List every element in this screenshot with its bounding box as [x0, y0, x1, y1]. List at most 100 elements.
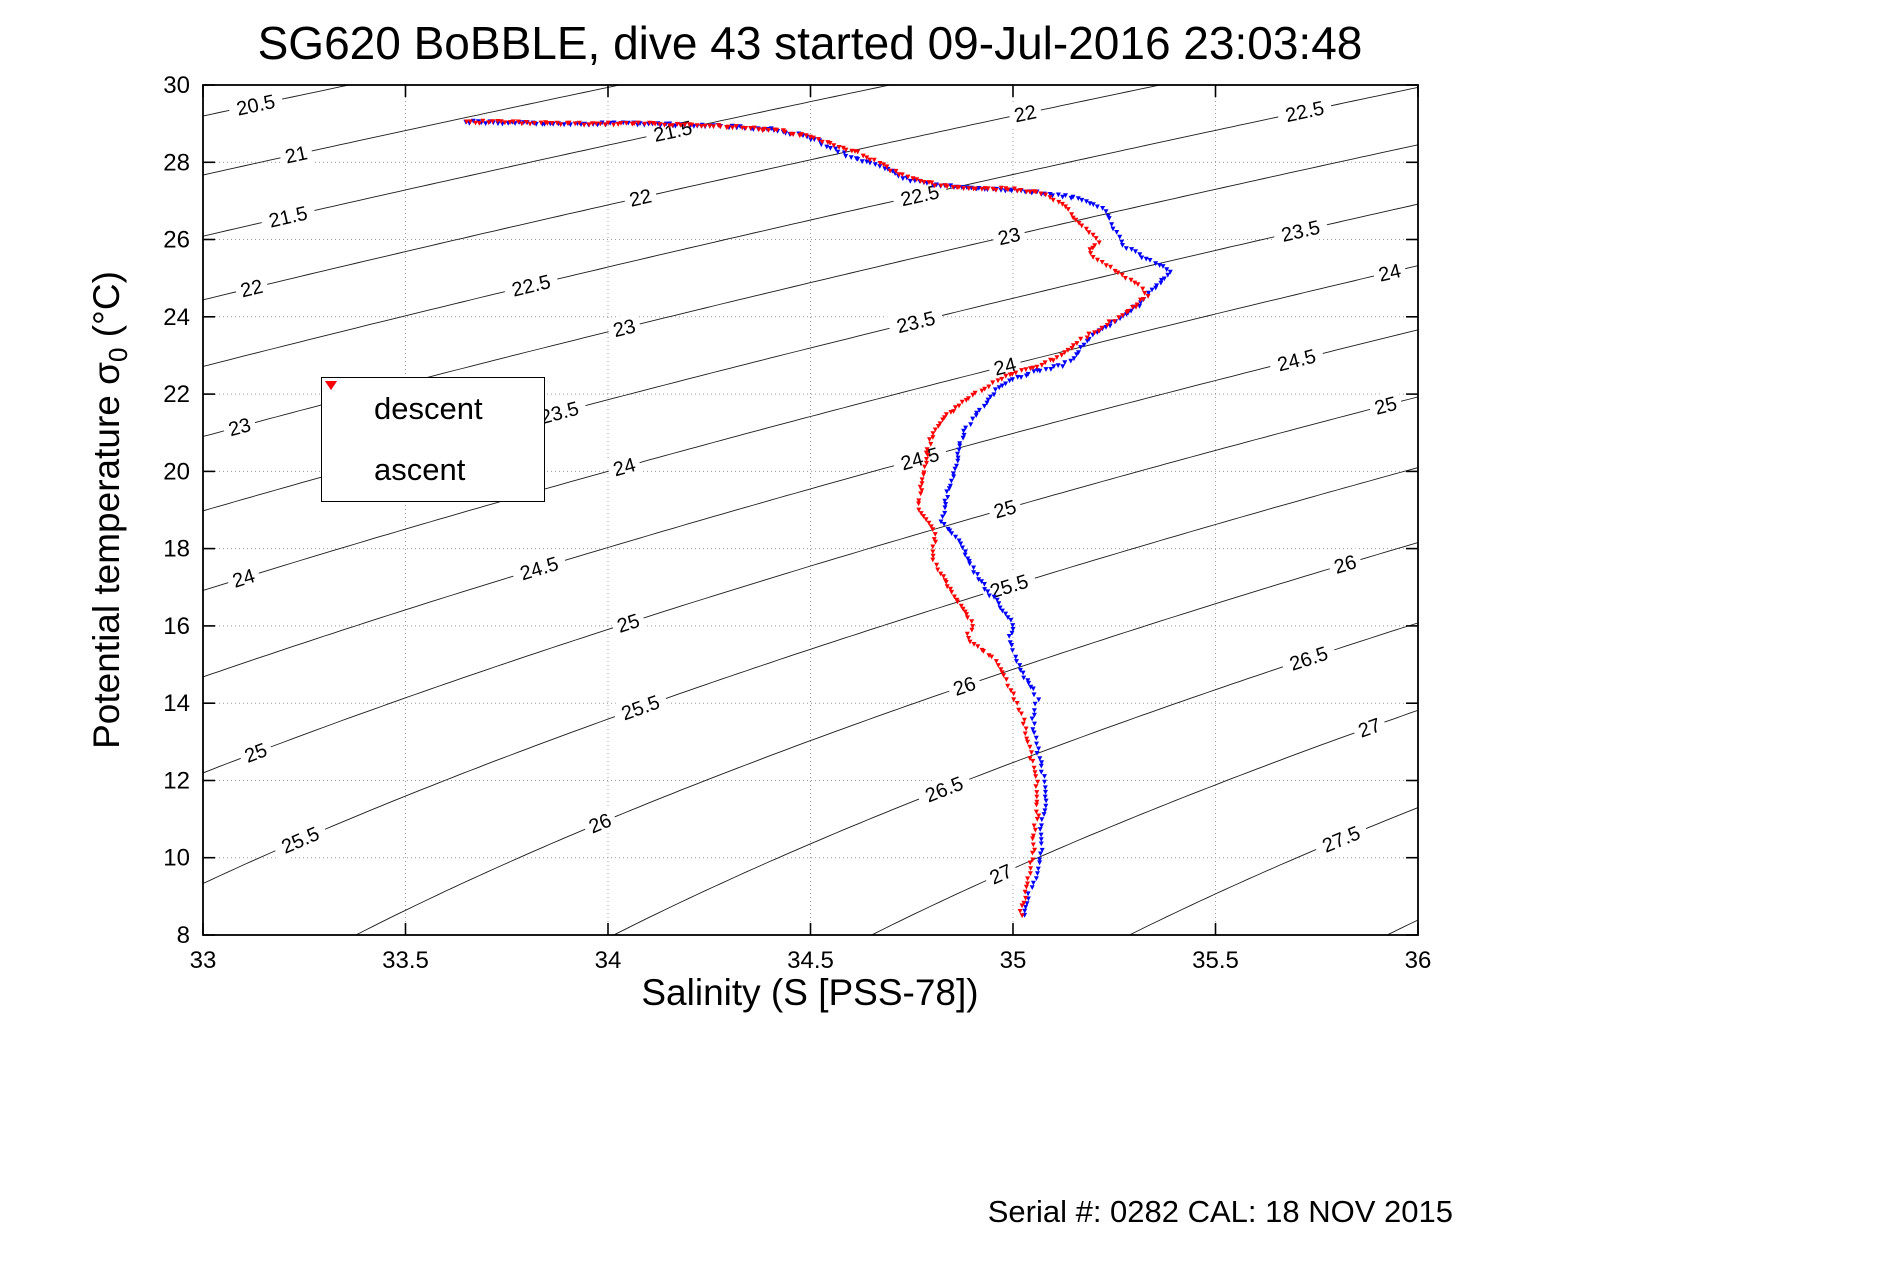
contour-label: 22.5 [890, 177, 949, 213]
isopycnal-contour [1386, 919, 1418, 935]
legend: descent ascent [321, 377, 545, 502]
contour-label: 27 [981, 856, 1021, 892]
y-tick-label: 16 [163, 613, 190, 640]
svg-text:23.5: 23.5 [895, 308, 938, 339]
contour-label: 21.5 [643, 113, 702, 149]
contour-label: 27 [1350, 710, 1389, 745]
plot-frame [202, 84, 1419, 936]
isopycnal-contour [203, 396, 1418, 774]
svg-text:25.5: 25.5 [619, 692, 663, 726]
contour-label: 23 [220, 410, 259, 443]
series-ascent-points [464, 118, 1151, 919]
contour-label: 25 [986, 492, 1024, 525]
contour-label: 24 [1371, 257, 1408, 288]
isopycnal-contour [870, 709, 1418, 935]
y-tick-label: 12 [163, 768, 190, 795]
contour-label: 21.5 [259, 198, 318, 235]
x-tick-label: 35 [1000, 947, 1027, 974]
svg-text:24.5: 24.5 [518, 553, 562, 585]
x-tick-label: 33.5 [382, 947, 429, 974]
y-tick-label: 14 [163, 690, 190, 717]
serial-cal-annotation: Serial #: 0282 CAL: 18 NOV 2015 [987, 1194, 1453, 1229]
y-axis-label-units: (°C) [85, 271, 127, 348]
y-tick-label: 22 [163, 381, 190, 408]
x-tick-label: 35.5 [1192, 947, 1239, 974]
contour-label: 25.5 [979, 566, 1039, 606]
contour-label: 25.5 [270, 818, 330, 862]
svg-text:22.5: 22.5 [510, 271, 553, 301]
y-tick-label: 10 [163, 845, 190, 872]
svg-text:24.5: 24.5 [1275, 346, 1318, 377]
svg-text:26.5: 26.5 [922, 773, 966, 808]
contour-label: 27.5 [1311, 817, 1371, 861]
legend-entry-descent: descent [322, 378, 544, 440]
svg-text:25.5: 25.5 [278, 823, 322, 859]
contour-label: 25 [1367, 389, 1405, 421]
contour-label: 22 [233, 272, 270, 304]
contour-label: 22 [1007, 98, 1044, 129]
svg-text:23: 23 [996, 224, 1023, 250]
y-tick-label: 30 [163, 72, 190, 99]
y-axis-label-text: Potential temperature σ [85, 362, 127, 749]
isopycnal-contour [203, 329, 1418, 678]
svg-text:24.5: 24.5 [898, 444, 941, 475]
svg-text:21.5: 21.5 [267, 203, 310, 233]
legend-label-ascent: ascent [374, 452, 466, 488]
y-axis-label-subscript: 0 [103, 347, 134, 363]
x-axis-label: Salinity (S [PSS-78]) [641, 972, 979, 1013]
y-tick-label: 26 [163, 227, 190, 254]
svg-text:26.5: 26.5 [1287, 643, 1331, 676]
svg-text:23: 23 [611, 315, 638, 342]
contour-label: 24.5 [1267, 341, 1326, 379]
contour-label: 23.5 [886, 303, 945, 340]
svg-text:23.5: 23.5 [1279, 217, 1322, 247]
contour-label: 25.5 [610, 687, 670, 728]
y-tick-label: 18 [163, 536, 190, 563]
isopycnal-contour [203, 85, 1162, 301]
x-tick-label: 36 [1405, 947, 1432, 974]
isopycnal-contour [354, 542, 1418, 935]
svg-text:22: 22 [238, 276, 265, 303]
contour-label: 23 [605, 312, 643, 344]
contour-label: 24.5 [509, 548, 569, 588]
x-tick-label: 34 [595, 947, 622, 974]
contour-label: 22.5 [1275, 93, 1334, 129]
y-tick-label: 20 [163, 458, 190, 485]
plot-area: 2122222223232324242424252525252626262727… [203, 85, 1418, 935]
legend-entry-ascent: ascent [322, 381, 544, 502]
contour-label: 26.5 [914, 768, 974, 811]
x-tick-label: 34.5 [787, 947, 834, 974]
x-tick-label: 33 [190, 947, 217, 974]
isopycnal-contour [203, 86, 1418, 367]
svg-text:20.5: 20.5 [235, 91, 278, 121]
contour-label: 22.5 [502, 267, 561, 304]
contour-label: 23 [990, 220, 1028, 252]
contour-label: 22 [622, 182, 659, 213]
svg-text:22: 22 [627, 185, 654, 211]
svg-text:22.5: 22.5 [1283, 97, 1326, 127]
svg-text:24: 24 [1376, 260, 1403, 286]
contour-label: 24 [224, 561, 263, 595]
legend-label-descent: descent [374, 390, 483, 426]
isopycnal-contour [203, 467, 1418, 884]
svg-text:25: 25 [1372, 393, 1399, 420]
contour-label: 23.5 [1271, 213, 1330, 249]
y-tick-label: 8 [177, 922, 190, 949]
contour-label: 26 [1326, 548, 1364, 581]
ascent-marker-icon [325, 381, 337, 390]
contour-label: 24 [605, 450, 643, 483]
contour-label: 21 [277, 139, 315, 170]
svg-text:27.5: 27.5 [1319, 822, 1363, 857]
contour-label: 26 [580, 805, 620, 841]
contour-label: 25 [236, 735, 275, 770]
contour-label: 25 [609, 606, 648, 640]
series-descent-points [463, 118, 1173, 918]
y-tick-label: 24 [163, 304, 190, 331]
chart-title: SG620 BoBBLE, dive 43 started 09-Jul-201… [257, 17, 1363, 69]
contour-label: 26 [945, 669, 984, 703]
isopycnal-contour [203, 85, 622, 176]
isopycnal-contour [203, 265, 1418, 591]
y-tick-label: 28 [163, 149, 190, 176]
